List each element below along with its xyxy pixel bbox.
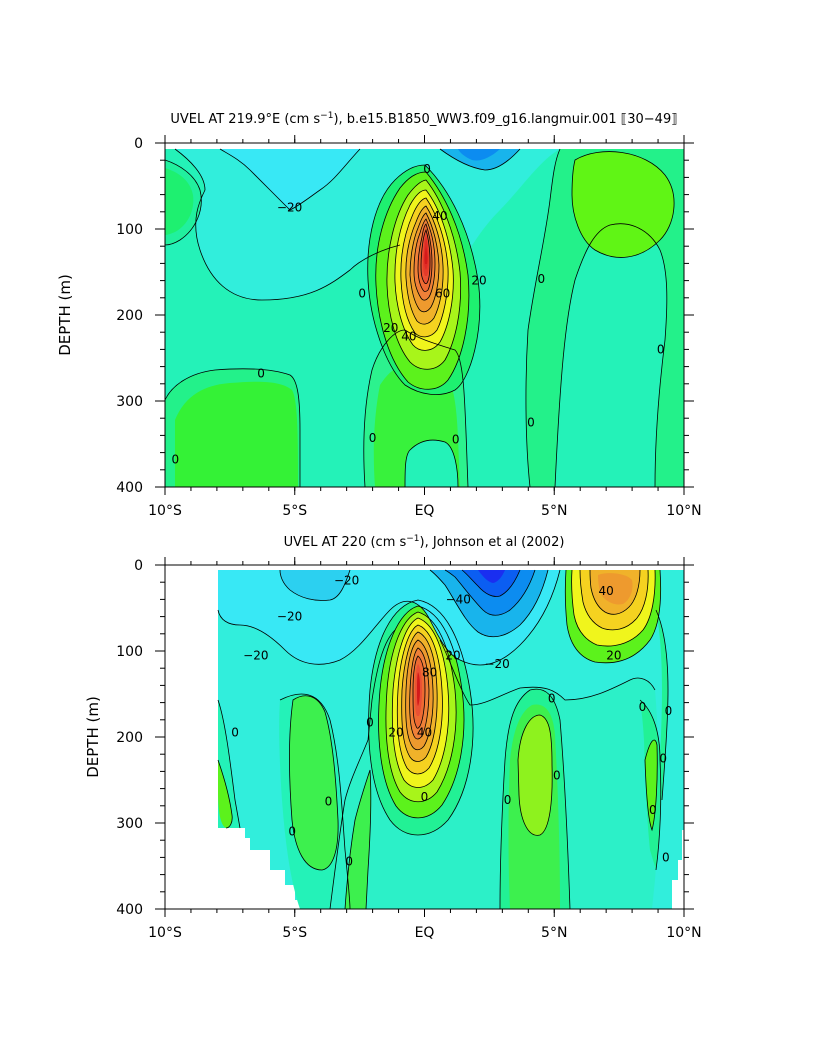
contour-label: 20 — [445, 648, 460, 662]
x-tick-label: 10°S — [148, 925, 182, 941]
contour-label: −40 — [446, 592, 471, 606]
contour-label: 0 — [325, 795, 333, 809]
contour-label: 40 — [417, 726, 432, 740]
contour-label: 0 — [553, 769, 561, 783]
contour-label: 60 — [435, 287, 450, 301]
contour-label: 0 — [452, 433, 460, 447]
x-tick-label: EQ — [415, 503, 435, 519]
contour-label: 0 — [369, 431, 377, 445]
x-tick-label: 10°N — [666, 503, 701, 519]
top-y-axis-label: DEPTH (m) — [56, 274, 74, 356]
bottom-y-axis-label: DEPTH (m) — [84, 696, 102, 778]
y-tick-label: 300 — [116, 816, 143, 832]
contour-label: 80 — [422, 666, 437, 680]
contour-label: 20 — [606, 648, 621, 662]
top-panel-title: UVEL AT 219.9°E (cm s−1), b.e15.B1850_WW… — [170, 111, 677, 127]
x-tick-label: 5°S — [282, 925, 307, 941]
contour-label: 20 — [471, 274, 486, 288]
y-tick-label: 0 — [134, 136, 143, 152]
bottom-contour-labels: −20 −40 −20 −20 −20 40 20 80 20 40 20 0 0 0 0 0 0 0 0 0 0 0 0 0… — [231, 573, 672, 868]
x-tick-label: 5°N — [541, 925, 567, 941]
contour-label: 0 — [423, 162, 431, 176]
contour-label: 0 — [231, 726, 239, 740]
y-tick-label: 200 — [116, 308, 143, 324]
contour-label: 0 — [662, 850, 670, 864]
contour-label: 0 — [657, 342, 665, 356]
y-tick-label: 100 — [116, 644, 143, 660]
contour-label: 0 — [527, 416, 535, 430]
contour-label: 0 — [421, 790, 429, 804]
contour-label: 0 — [358, 287, 366, 301]
top-contour-lines — [165, 148, 675, 487]
bottom-contour-field — [165, 565, 684, 909]
x-tick-label: 5°N — [541, 503, 567, 519]
contour-label: −20 — [334, 573, 359, 587]
x-tick-label: 5°S — [282, 503, 307, 519]
contour-label: 0 — [649, 803, 657, 817]
top-contour-field — [165, 143, 684, 487]
contour-label: 40 — [599, 584, 614, 598]
contour-label: 0 — [504, 793, 512, 807]
contour-label: −20 — [243, 648, 268, 662]
contour-label: 20 — [388, 726, 403, 740]
contour-label: 40 — [432, 209, 447, 223]
contour-label: 20 — [383, 321, 398, 335]
contour-label: −20 — [484, 657, 509, 671]
bottom-panel-title: UVEL AT 220 (cm s−1), Johnson et al (200… — [284, 534, 565, 550]
contour-label: 0 — [366, 715, 374, 729]
contour-label: 0 — [665, 704, 673, 718]
contour-label: −20 — [277, 201, 302, 215]
top-panel: UVEL AT 219.9°E (cm s−1), b.e15.B1850_WW… — [56, 111, 702, 519]
y-tick-label: 200 — [116, 730, 143, 746]
y-tick-label: 0 — [134, 558, 143, 574]
top-x-axis: 10°S 5°S EQ 5°N 10°N — [148, 135, 702, 519]
bottom-x-axis: 10°S 5°S EQ 5°N 10°N — [148, 557, 702, 941]
contour-label: 0 — [288, 825, 296, 839]
bottom-contour-lines — [217, 569, 669, 909]
x-tick-label: 10°S — [148, 503, 182, 519]
x-tick-label: 10°N — [666, 925, 701, 941]
contour-label: 0 — [345, 855, 353, 869]
contour-label: 0 — [257, 366, 265, 380]
contour-label: 0 — [639, 700, 647, 714]
bottom-panel: UVEL AT 220 (cm s−1), Johnson et al (200… — [84, 534, 702, 941]
x-tick-label: EQ — [415, 925, 435, 941]
contour-label: 0 — [659, 752, 667, 766]
y-tick-label: 100 — [116, 222, 143, 238]
y-tick-label: 300 — [116, 394, 143, 410]
contour-label: 0 — [548, 691, 556, 705]
y-tick-label: 400 — [116, 480, 143, 496]
contour-label: 0 — [172, 452, 180, 466]
contour-label: 40 — [401, 330, 416, 344]
contour-label: −20 — [277, 610, 302, 624]
contour-label: 0 — [537, 272, 545, 286]
y-tick-label: 400 — [116, 902, 143, 918]
